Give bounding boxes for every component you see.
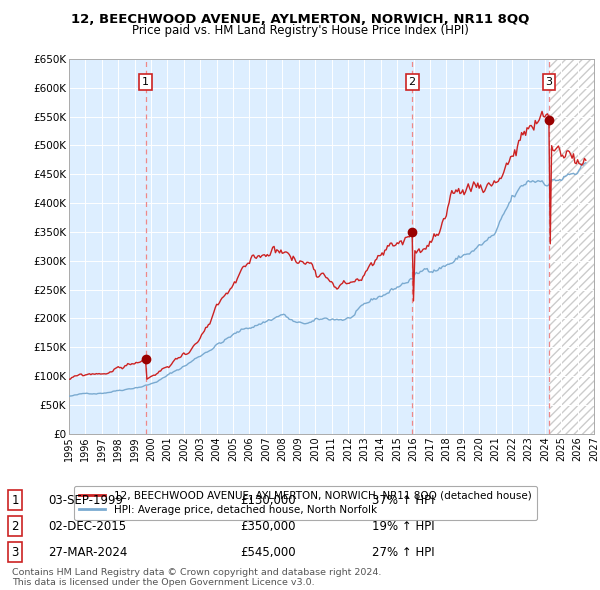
Text: 27% ↑ HPI: 27% ↑ HPI xyxy=(372,546,434,559)
Bar xyxy=(69,59,549,434)
Text: 1: 1 xyxy=(142,77,149,87)
Bar xyxy=(549,59,594,434)
Text: 2: 2 xyxy=(409,77,416,87)
Text: 12, BEECHWOOD AVENUE, AYLMERTON, NORWICH, NR11 8QQ: 12, BEECHWOOD AVENUE, AYLMERTON, NORWICH… xyxy=(71,13,529,26)
Text: 02-DEC-2015: 02-DEC-2015 xyxy=(48,520,126,533)
Text: 3: 3 xyxy=(545,77,553,87)
Text: 3: 3 xyxy=(11,546,19,559)
Text: 19% ↑ HPI: 19% ↑ HPI xyxy=(372,520,434,533)
Text: 03-SEP-1999: 03-SEP-1999 xyxy=(48,494,123,507)
Text: 27-MAR-2024: 27-MAR-2024 xyxy=(48,546,127,559)
Text: This data is licensed under the Open Government Licence v3.0.: This data is licensed under the Open Gov… xyxy=(12,578,314,588)
Text: 2: 2 xyxy=(11,520,19,533)
Text: Contains HM Land Registry data © Crown copyright and database right 2024.: Contains HM Land Registry data © Crown c… xyxy=(12,568,382,577)
Bar xyxy=(549,59,594,434)
Text: £130,000: £130,000 xyxy=(240,494,296,507)
Text: £350,000: £350,000 xyxy=(240,520,296,533)
Text: Price paid vs. HM Land Registry's House Price Index (HPI): Price paid vs. HM Land Registry's House … xyxy=(131,24,469,37)
Text: £545,000: £545,000 xyxy=(240,546,296,559)
Text: 37% ↑ HPI: 37% ↑ HPI xyxy=(372,494,434,507)
Text: 1: 1 xyxy=(11,494,19,507)
Legend: 12, BEECHWOOD AVENUE, AYLMERTON, NORWICH, NR11 8QQ (detached house), HPI: Averag: 12, BEECHWOOD AVENUE, AYLMERTON, NORWICH… xyxy=(74,486,537,520)
